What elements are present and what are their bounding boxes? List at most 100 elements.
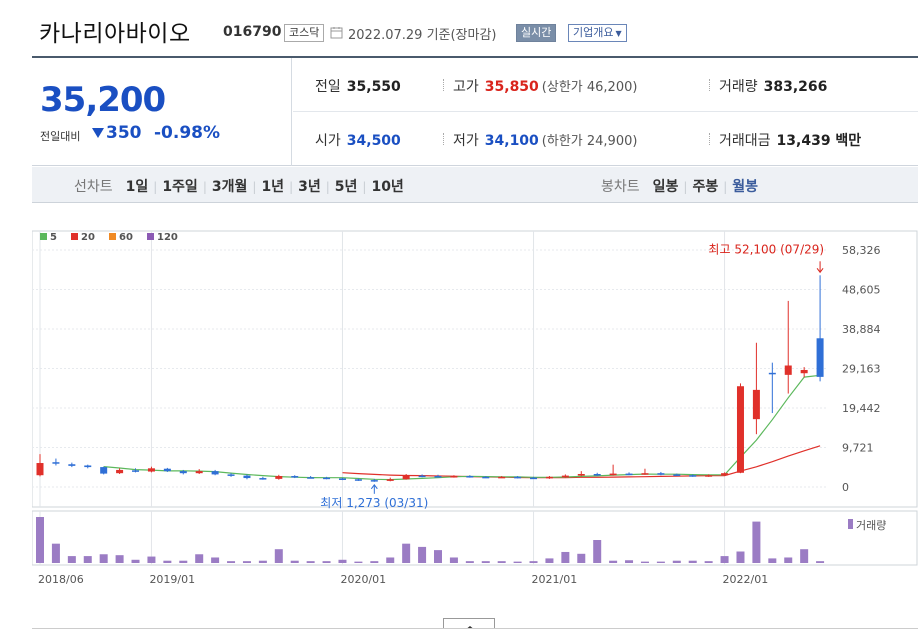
company-name: 카나리아바이오 xyxy=(39,21,191,47)
volume-bar xyxy=(322,561,331,563)
volume-bar xyxy=(306,561,315,563)
volume-bar xyxy=(449,557,458,563)
volume-bar xyxy=(481,561,490,563)
change-rate: -0.98% xyxy=(154,123,221,143)
company-info-button[interactable]: 기업개요 ▼ xyxy=(568,24,627,42)
candle-body xyxy=(721,473,729,476)
candle-monthly[interactable]: 월봉 xyxy=(732,179,759,195)
y-tick-label: 38,884 xyxy=(842,323,881,336)
legend-swatch xyxy=(109,233,116,240)
legend-swatch xyxy=(71,233,78,240)
x-tick-label: 2019/01 xyxy=(149,573,195,586)
stats-row-2: 시가 34,500 저가 34,100 (하한가 24,900) 거래대금 13,439… xyxy=(293,112,918,166)
chevron-up-icon xyxy=(466,626,474,629)
volume-bar xyxy=(752,521,761,563)
price-panel-border xyxy=(32,230,918,508)
period-1y[interactable]: 1년 xyxy=(261,179,285,195)
candle-body xyxy=(370,480,378,482)
volume-bar xyxy=(131,559,140,563)
volume-bar xyxy=(227,561,236,563)
period-10y[interactable]: 10년 xyxy=(371,179,404,195)
volume-bar xyxy=(625,560,634,563)
stat-label: 저가 xyxy=(453,133,479,149)
volume-bar xyxy=(402,543,411,563)
x-tick-label: 2020/01 xyxy=(340,573,386,586)
volume-bars: 거래량 xyxy=(36,517,886,563)
candle-body xyxy=(402,475,410,480)
period-3y[interactable]: 3년 xyxy=(298,179,321,195)
volume-bar xyxy=(242,561,251,563)
candle-body xyxy=(179,471,187,474)
date-axis: 2018/06 2019/01 2020/01 2021/01 2022/01 xyxy=(38,573,768,586)
volume-bar xyxy=(688,560,697,563)
period-5y[interactable]: 5년 xyxy=(334,179,358,195)
volume-bar xyxy=(195,554,204,563)
candle-body xyxy=(545,476,553,479)
volume-bar xyxy=(147,556,156,563)
lower-limit-text: (하한가 24,900) xyxy=(541,134,638,149)
stock-header: 카나리아바이오 016790 코스닥 2022.07.29 기준(장마감) 실시… xyxy=(0,0,918,56)
volume-bar xyxy=(720,556,729,563)
volume-bar xyxy=(211,557,220,563)
candle-body xyxy=(227,474,235,476)
chart-annotations: 최고 52,100 (07/29) 최저 1,273 (03/31) xyxy=(320,242,824,510)
candle-body xyxy=(354,479,362,481)
calendar-icon xyxy=(330,27,343,39)
volume-bar xyxy=(418,546,427,563)
period-3m[interactable]: 3개월 xyxy=(211,179,248,195)
volume-legend-swatch xyxy=(848,519,853,529)
candle-body xyxy=(195,471,203,474)
stat-label: 전일 xyxy=(315,79,341,95)
candle-body xyxy=(275,476,283,479)
realtime-button[interactable]: 실시간 xyxy=(516,24,557,42)
divider xyxy=(443,79,444,91)
volume-bar xyxy=(36,517,44,563)
stat-label: 고가 xyxy=(453,79,479,95)
y-tick-label: 58,326 xyxy=(842,244,881,257)
divider: | xyxy=(362,180,367,194)
stat-value: 34,500 xyxy=(346,133,401,149)
divider: | xyxy=(723,180,728,194)
line-chart-label: 선차트 xyxy=(74,179,113,195)
stat-low: 저가 34,100 (하한가 24,900) xyxy=(453,130,637,150)
divider xyxy=(709,133,710,145)
volume-bar xyxy=(163,560,172,563)
candle-body xyxy=(609,473,617,476)
volume-bar xyxy=(290,560,299,563)
date-text: 2022.07.29 기준(장마감) xyxy=(348,28,497,43)
volume-bar xyxy=(370,561,379,563)
stat-label: 거래량 xyxy=(719,79,758,95)
candle-body xyxy=(514,476,522,479)
period-1w[interactable]: 1주일 xyxy=(162,179,198,195)
candle-weekly[interactable]: 주봉 xyxy=(692,179,719,195)
collapse-chart-button[interactable] xyxy=(443,618,495,629)
volume-bar xyxy=(800,549,809,563)
legend-label: 60 xyxy=(119,232,133,243)
stat-value: 35,550 xyxy=(346,79,401,95)
candle-daily[interactable]: 일봉 xyxy=(652,179,679,195)
divider xyxy=(709,79,710,91)
volume-bar xyxy=(816,561,825,563)
stock-code: 016790 xyxy=(223,24,282,40)
candle-body xyxy=(450,476,458,478)
stat-open: 시가 34,500 xyxy=(315,130,401,150)
volume-bar xyxy=(338,559,347,563)
volume-panel-border xyxy=(32,510,918,566)
candle-body xyxy=(498,476,506,479)
stat-prev-close: 전일 35,550 xyxy=(315,76,401,96)
candle-body xyxy=(561,475,569,478)
line-chart-periods: 선차트 1일 | 1주일 | 3개월 | 1년 | 3년 | 5년 | 10년 xyxy=(74,176,409,196)
candle-body xyxy=(577,473,585,476)
stat-trade-value: 거래대금 13,439 백만 xyxy=(719,130,861,150)
stat-label: 거래대금 xyxy=(719,133,771,149)
stat-volume: 거래량 383,266 xyxy=(719,76,827,96)
price-summary: 35,200 전일대비 350 -0.98% 전일 35,550 고가 35,850… xyxy=(32,56,918,166)
volume-bar xyxy=(99,554,108,563)
divider xyxy=(443,133,444,145)
candle-body xyxy=(736,386,744,473)
volume-bar xyxy=(513,561,522,563)
candlesticks xyxy=(36,275,824,482)
candle-body xyxy=(593,473,601,476)
volume-bar xyxy=(577,553,586,563)
period-1d[interactable]: 1일 xyxy=(125,179,149,195)
